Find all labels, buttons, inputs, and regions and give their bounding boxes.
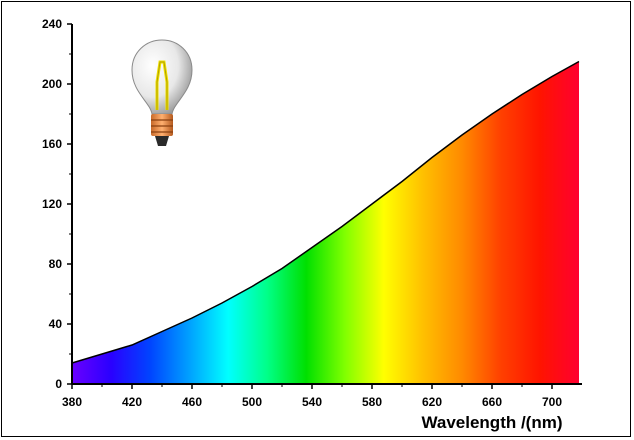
x-tick-label: 620 — [422, 395, 442, 409]
y-tick-label: 0 — [55, 377, 62, 391]
x-axis-title: Wavelength /(nm) — [421, 413, 562, 432]
x-tick-label: 660 — [482, 395, 502, 409]
y-tick-label: 40 — [49, 317, 63, 331]
x-axis-ticks: 380 420 460 500 540 580 620 660 700 — [62, 384, 562, 409]
y-tick-label: 120 — [42, 197, 62, 211]
x-tick-label: 420 — [122, 395, 142, 409]
light-bulb-icon — [131, 39, 193, 146]
x-tick-label: 580 — [362, 395, 382, 409]
y-tick-label: 160 — [42, 137, 62, 151]
x-tick-label: 540 — [302, 395, 322, 409]
data-curve — [71, 60, 580, 364]
y-axis-ticks: 0 40 80 120 160 200 240 — [42, 17, 72, 391]
y-tick-label: 240 — [42, 17, 62, 31]
y-tick-label: 80 — [49, 257, 63, 271]
x-tick-label: 460 — [182, 395, 202, 409]
x-tick-label: 700 — [542, 395, 562, 409]
y-tick-label: 200 — [42, 77, 62, 91]
spectrum-area — [72, 61, 579, 384]
x-tick-label: 500 — [242, 395, 262, 409]
x-tick-label: 380 — [62, 395, 82, 409]
